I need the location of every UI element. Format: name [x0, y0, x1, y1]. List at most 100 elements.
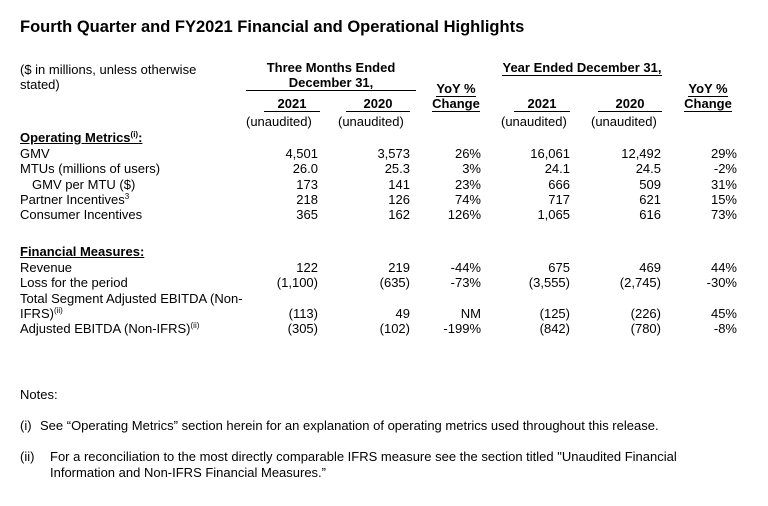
cell: 1,065 — [537, 207, 570, 223]
cell: -8% — [713, 321, 737, 337]
audit: (unaudited) — [501, 114, 567, 129]
cell: 23% — [454, 176, 481, 192]
section-title-text: Operating Metrics — [20, 130, 131, 145]
row: Revenue 122 219 -44% 675 469 44% — [20, 260, 750, 275]
cell: 122 — [296, 260, 318, 275]
change-header: YoY % Change — [680, 81, 736, 112]
cell: 675 — [548, 260, 570, 275]
note: (ii) For a reconciliation to the most dir… — [20, 449, 740, 481]
cell: (635) — [379, 275, 410, 291]
note-text: See “Operating Metrics” section herein f… — [40, 418, 659, 433]
row: Loss for the period (1,100) (635) -73% (3,55… — [20, 275, 750, 290]
row: Consumer Incentives 365 162 126% 1,065 616 73% — [20, 207, 750, 222]
cell: (2,745) — [619, 275, 661, 291]
cell: 29% — [710, 146, 737, 161]
cell: 126% — [447, 207, 481, 223]
row-label: Total Segment Adjusted EBITDA (Non-IFRS)… — [20, 291, 255, 322]
section-title: Financial Measures: — [20, 244, 750, 260]
label-text: GMV per MTU ($) — [32, 176, 136, 192]
cell: 45% — [710, 305, 737, 321]
group-header: Three Months Ended December 31, — [246, 60, 416, 91]
row-label: Loss for the period — [20, 275, 255, 290]
footnote-ref: (i) — [130, 130, 139, 139]
label-text: Consumer Incentives — [20, 207, 143, 223]
section: Operating Metrics(i): GMV 4,501 3,573 26% 16,… — [20, 130, 750, 222]
cell: 26.0 — [292, 161, 318, 177]
cell: (102) — [379, 321, 410, 337]
label-text: Revenue — [20, 260, 73, 275]
cell: 126 — [388, 191, 410, 207]
cell: 509 — [639, 176, 661, 192]
unit-note: ($ in millions, unless otherwise stated) — [20, 62, 197, 92]
cell: 31% — [710, 176, 737, 192]
label-text: Loss for the period — [20, 275, 128, 291]
cell: 44% — [710, 260, 737, 275]
cell: 141 — [388, 176, 410, 192]
label-text: GMV — [20, 146, 50, 161]
note-text: For a reconciliation to the most directl… — [50, 449, 677, 480]
cell: 16,061 — [530, 146, 570, 161]
year: 2020 — [598, 96, 662, 112]
label-text: MTUs (millions of users) — [20, 161, 161, 177]
cell: 365 — [296, 207, 318, 223]
cell: 621 — [639, 191, 661, 207]
note-marker: (i) — [20, 418, 32, 433]
year: 2020 — [346, 96, 410, 112]
note: (i) See “Operating Metrics” section herei… — [20, 418, 740, 434]
row: GMV per MTU ($) 173 141 23% 666 509 31% — [20, 177, 750, 192]
title: Fourth Quarter and FY2021 Financial and … — [20, 18, 525, 36]
audit: (unaudited) — [246, 114, 312, 129]
cell: 3% — [462, 161, 481, 177]
cell: 26% — [454, 146, 481, 161]
notes-title: Notes: — [20, 387, 58, 402]
row: Total Segment Adjusted EBITDA (Non-IFRS)… — [20, 291, 750, 322]
cell: 666 — [548, 176, 570, 192]
notes: Notes: (i) See “Operating Metrics” section… — [20, 387, 740, 481]
cell: 12,492 — [621, 146, 661, 161]
cell: 162 — [388, 207, 410, 223]
cell: 24.1 — [544, 161, 570, 177]
cell: 24.5 — [635, 161, 661, 177]
cell: 218 — [296, 191, 318, 207]
footnote-ref: (ii) — [190, 321, 200, 331]
cell: -199% — [443, 321, 481, 337]
section-suffix: : — [138, 130, 143, 145]
cell: 616 — [639, 207, 661, 223]
row: Partner Incentives3 218 126 74% 717 621 15% — [20, 192, 750, 207]
cell: 717 — [548, 191, 570, 207]
row-label: Partner Incentives3 — [20, 192, 255, 207]
row-label: Adjusted EBITDA (Non-IFRS)(ii) — [20, 321, 255, 336]
change-header: YoY % Change — [428, 81, 484, 112]
row-label: GMV per MTU ($) — [20, 177, 267, 192]
cell: 219 — [388, 260, 410, 275]
row-label: Consumer Incentives — [20, 207, 255, 222]
cell: -2% — [713, 161, 737, 177]
cell: 74% — [454, 191, 481, 207]
cell: NM — [460, 305, 481, 321]
section-title: Operating Metrics(i): — [20, 130, 750, 146]
note-marker: (ii) — [20, 449, 35, 464]
cell: (842) — [539, 321, 570, 337]
cell: 3,573 — [377, 146, 410, 161]
cell: (1,100) — [276, 275, 318, 291]
footnote-ref: 3 — [124, 191, 130, 201]
row: GMV 4,501 3,573 26% 16,061 12,492 29% — [20, 146, 750, 161]
cell: 73% — [710, 207, 737, 223]
change-text: YoY % Change — [684, 81, 732, 112]
cell: (305) — [287, 321, 318, 337]
cell: 49 — [395, 305, 410, 321]
row-label: MTUs (millions of users) — [20, 161, 255, 176]
cell: (3,555) — [528, 275, 570, 291]
audit: (unaudited) — [591, 114, 657, 129]
footnote-ref: (ii) — [53, 305, 63, 315]
cell: (125) — [539, 305, 570, 321]
cell: -73% — [450, 275, 481, 291]
row: MTUs (millions of users) 26.0 25.3 3% 24.1 24… — [20, 161, 750, 176]
cell: 469 — [639, 260, 661, 275]
cell: (113) — [288, 305, 318, 321]
row: Adjusted EBITDA (Non-IFRS)(ii) (305) (102)… — [20, 321, 750, 336]
cell: 15% — [710, 191, 737, 207]
year: 2021 — [514, 96, 570, 112]
cell: (780) — [630, 321, 661, 337]
